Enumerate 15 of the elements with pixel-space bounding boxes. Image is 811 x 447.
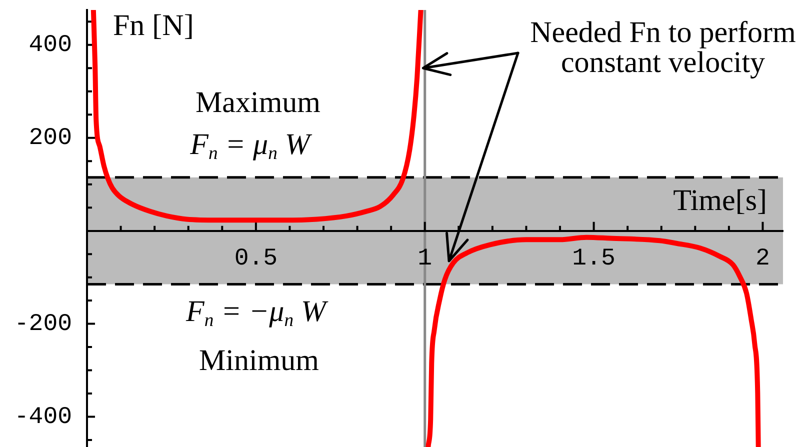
y-tick-label: 200 bbox=[28, 125, 72, 152]
y-tick-label: 400 bbox=[28, 32, 72, 60]
x-axis-title: Time[s] bbox=[673, 184, 767, 217]
y-tick-label: -400 bbox=[14, 404, 72, 432]
y-axis-title: Fn [N] bbox=[113, 9, 194, 42]
annotation: Minimum bbox=[198, 344, 320, 377]
x-tick-label: 2 bbox=[756, 246, 770, 273]
x-tick-label: 0.5 bbox=[234, 246, 278, 273]
annotation: Needed Fn to perform constant velocity bbox=[529, 16, 797, 79]
x-tick-label: 1.5 bbox=[572, 246, 616, 273]
annotation: Maximum bbox=[196, 86, 320, 119]
x-tick-label: 1 bbox=[418, 246, 432, 273]
y-tick-label: -200 bbox=[14, 311, 72, 338]
annotation: F$_{n}$ = μ$_{n}$ W bbox=[190, 128, 310, 164]
annotation: F$_{n}$ = −μ$_{n}$ W bbox=[186, 295, 326, 332]
